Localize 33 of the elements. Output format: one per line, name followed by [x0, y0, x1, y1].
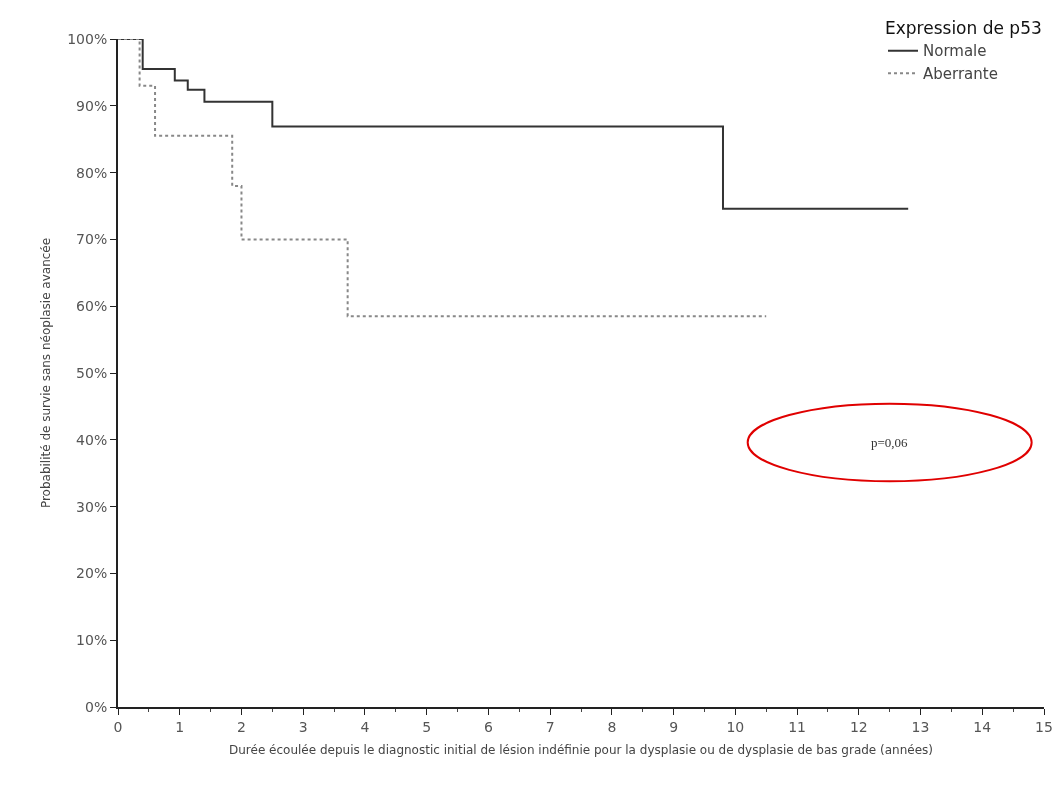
- x-tick-label: 11: [788, 718, 806, 735]
- y-tick-label: 100%: [67, 30, 108, 47]
- y-tick-label: 80%: [76, 164, 108, 181]
- y-tick-label: 50%: [76, 364, 108, 381]
- x-tick-label: 1: [175, 718, 185, 735]
- x-tick-label: 10: [726, 718, 745, 735]
- y-axis-title: Probabilité de survie sans néoplasie avancée: [38, 237, 53, 509]
- x-tick-label: 2: [237, 718, 246, 735]
- y-tick-label: 60%: [76, 298, 108, 315]
- x-tick-label: 4: [360, 718, 370, 735]
- x-tick-label: 12: [849, 718, 868, 735]
- y-tick-label: 30%: [76, 498, 108, 515]
- y-tick-label: 20%: [76, 565, 108, 582]
- y-tick-label: 40%: [76, 431, 108, 448]
- legend-label: Normale: [923, 42, 987, 61]
- x-tick-label: 5: [422, 718, 432, 735]
- legend-label: Aberrante: [923, 64, 998, 83]
- x-tick-label: 9: [669, 718, 679, 735]
- legend-title: Expression de p53: [885, 18, 1042, 39]
- x-tick-label: 3: [298, 718, 308, 735]
- y-tick-label: 10%: [76, 632, 108, 649]
- x-tick-label: 6: [483, 718, 493, 735]
- x-tick-label: 15: [1035, 718, 1053, 735]
- y-tick-label: 70%: [76, 231, 108, 248]
- y-tick-label: 90%: [76, 97, 108, 114]
- x-axis-title: Durée écoulée depuis le diagnostic initial de lésion indéfinie pour la dysplasie ou de dysplasie de bas grade (années): [228, 743, 934, 758]
- x-tick-label: 8: [607, 718, 617, 735]
- x-tick-label: 0: [113, 718, 123, 735]
- x-tick-label: 13: [911, 718, 930, 735]
- annotation: p=0,06: [871, 435, 909, 450]
- x-tick-label: 7: [545, 718, 555, 735]
- x-tick-label: 14: [973, 718, 992, 735]
- y-tick-label: 0%: [84, 698, 108, 715]
